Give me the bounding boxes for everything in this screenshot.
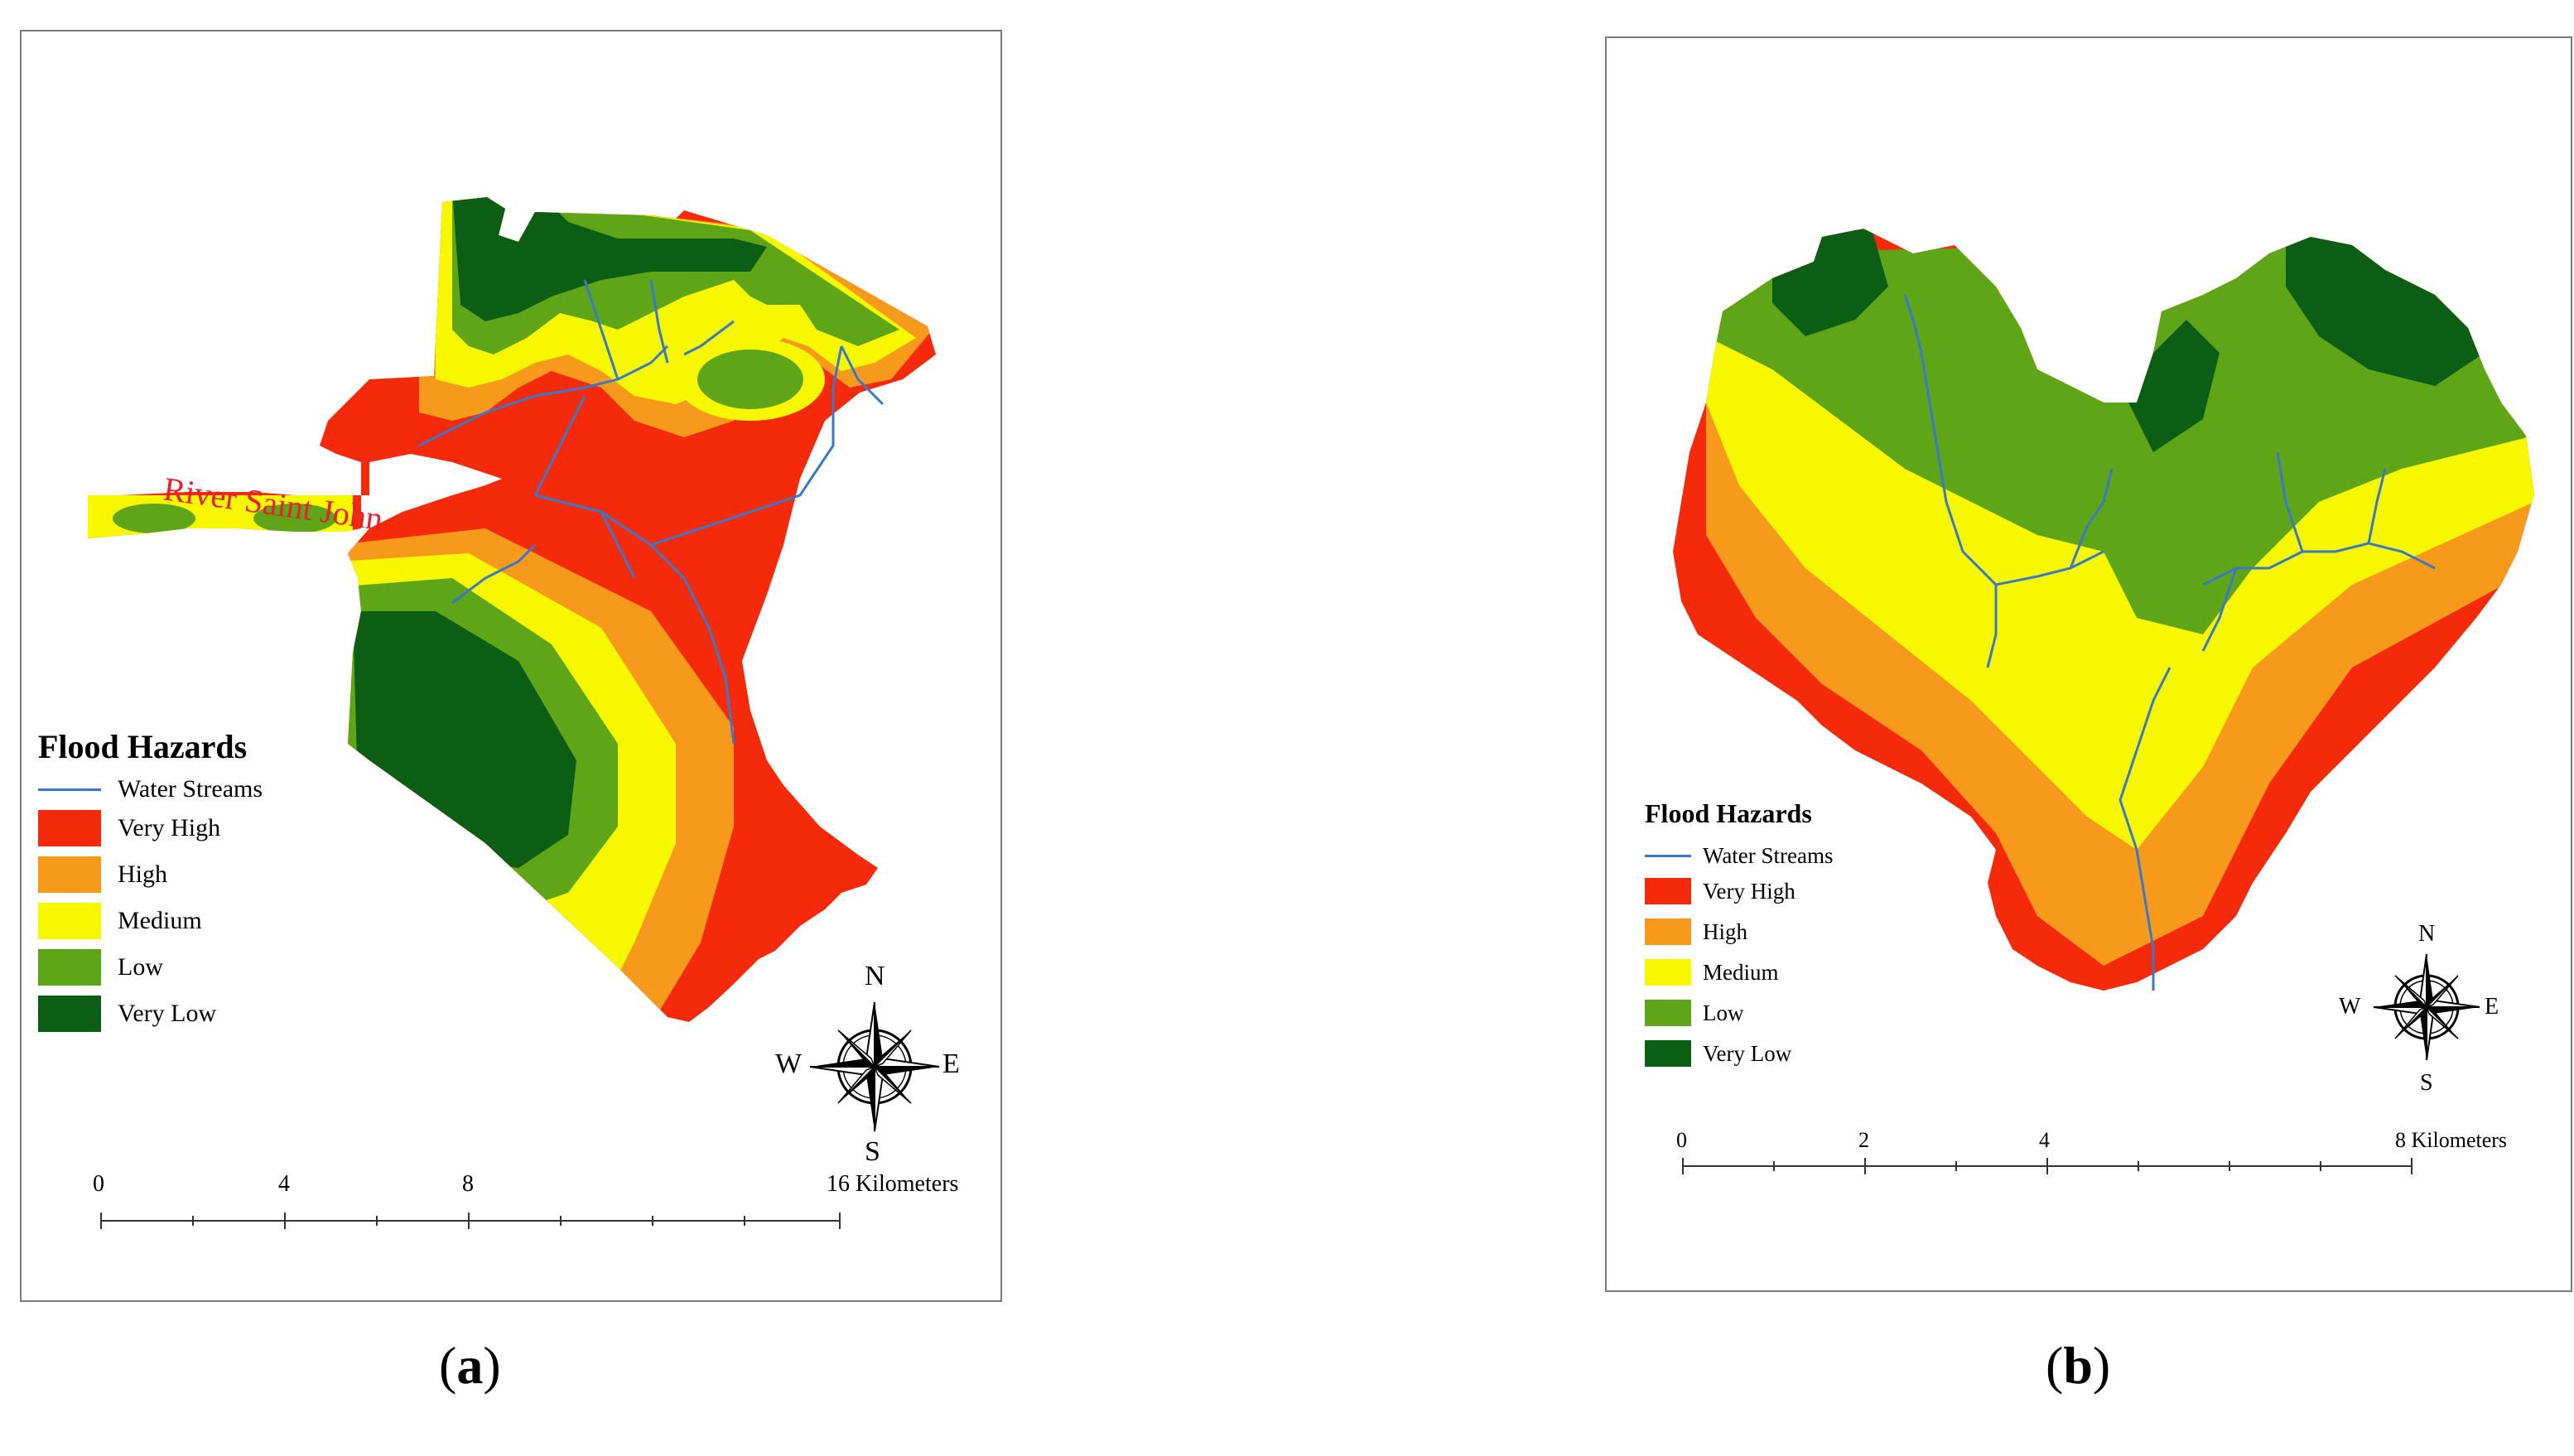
water-streams [418,279,885,745]
scale-tick-label: 8 [462,1171,474,1197]
stream-line-swatch [38,788,101,791]
legend-row-very-low: Very Low [1645,1040,1791,1067]
color-swatch [38,903,101,939]
legend-label: Very High [118,814,221,841]
scale-tick-label: 16 Kilometers [827,1171,959,1197]
legend-label: Low [118,953,163,981]
legend-label: Medium [118,907,202,934]
legend-row-low: Low [38,949,163,986]
color-swatch [1645,1040,1691,1067]
water-stream [1903,294,1923,354]
legend-label: Medium [1703,959,1779,985]
legend-label: Water Streams [1703,843,1834,868]
water-stream [2201,567,2238,652]
legend-title: Flood Hazards [1645,798,1812,828]
scale-tick-label: 8 Kilometers [2395,1128,2508,1152]
legend-row-medium: Medium [38,903,202,939]
water-stream [583,279,619,380]
legend-row-very-high: Very High [38,810,220,846]
caption-a: (a) [439,1335,501,1396]
compass-n: N [2418,921,2436,947]
scale-tick-label: 4 [278,1171,290,1197]
caption-paren: ) [483,1336,501,1395]
legend-label: Very High [1703,878,1796,904]
legend-row-low: Low [1645,1000,1744,1026]
map-panel-a: River Saint John Flood Hazards Water Str… [20,30,1002,1302]
water-stream [1986,585,1998,668]
color-swatch [38,810,101,846]
color-swatch [1645,959,1691,986]
scale-tick-label: 4 [2039,1128,2050,1152]
compass-e: E [942,1049,960,1079]
water-stream [683,320,735,356]
caption-paren: ( [439,1336,457,1395]
water-stream [600,511,636,579]
water-stream [2367,468,2387,544]
legend-row-streams: Water Streams [1645,843,1834,869]
legend-label: Very Low [118,1000,217,1027]
water-stream [2118,750,2155,991]
legend-row-high: High [38,856,167,893]
zone-very-low [2120,320,2220,452]
color-swatch [1645,1000,1691,1026]
water-stream [451,543,537,605]
zone-low [253,504,336,533]
color-swatch [1645,878,1691,904]
scale-tick-label: 0 [1676,1128,1687,1152]
legend-row-high: High [1645,918,1747,945]
legend-label: High [118,861,167,888]
water-stream [2069,468,2114,569]
scale-tick-label: 2 [1858,1128,1869,1152]
water-stream [650,345,843,547]
legend-title: Flood Hazards [38,728,248,765]
water-stream [1920,352,2104,586]
color-swatch [38,996,101,1032]
legend-label: Low [1703,1000,1744,1025]
zone-very-low [452,197,767,321]
caption-b: (b) [2046,1335,2110,1396]
legend-b: Flood Hazards Water Streams Very High Hi… [1645,798,1943,1130]
zone-low [113,504,195,533]
water-stream [418,345,669,447]
compass-n: N [865,961,885,991]
caption-letter: a [456,1336,484,1395]
caption-letter: b [2063,1336,2093,1395]
water-stream [649,279,669,364]
water-stream [840,345,885,406]
compass-w: W [2339,994,2361,1020]
hazard-zones-a: River Saint John [88,197,936,1022]
color-swatch [38,949,101,986]
legend-row-very-low: Very Low [38,996,216,1032]
water-stream [2202,542,2436,586]
zone-low [697,350,803,409]
legend-label: Very Low [1703,1040,1792,1066]
legend-a: Flood Hazards Water Streams Very High Hi… [38,727,369,1075]
stream-line-swatch [1645,855,1691,857]
compass-s: S [2420,1070,2433,1096]
legend-label: Water Streams [118,775,263,803]
caption-paren: ) [2092,1336,2111,1395]
color-swatch [1645,918,1691,945]
caption-paren: ( [2046,1336,2064,1395]
legend-row-streams: Water Streams [38,775,263,803]
legend-row-medium: Medium [1645,959,1779,986]
water-streams [1903,294,2436,991]
color-swatch [38,856,101,893]
water-stream [2135,667,2172,751]
compass-s: S [865,1136,880,1167]
compass-w: W [775,1049,803,1079]
map-panel-b: Flood Hazards Water Streams Very High Hi… [1605,36,2572,1292]
compass-e: E [2485,994,2499,1020]
water-stream [2276,451,2304,552]
water-stream [533,395,586,496]
hazard-zones-b [1673,229,2534,991]
legend-label: High [1703,918,1747,944]
legend-row-very-high: Very High [1645,878,1796,904]
scale-tick-label: 0 [93,1171,104,1197]
zones [88,197,936,1022]
